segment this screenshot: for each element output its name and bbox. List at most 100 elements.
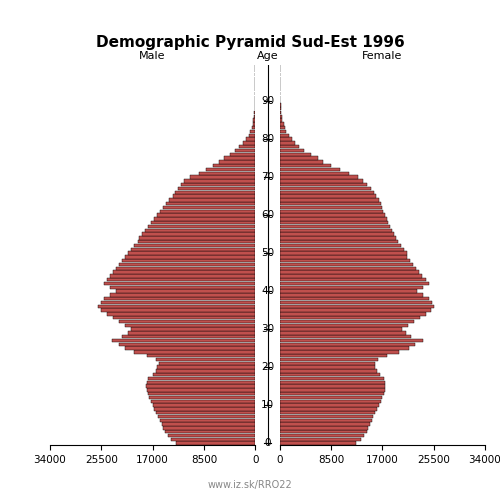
Bar <box>280 358 378 361</box>
Bar <box>280 236 396 240</box>
Bar <box>206 168 255 171</box>
Bar <box>240 145 255 148</box>
Bar <box>114 270 255 274</box>
Bar <box>280 308 432 312</box>
Bar <box>156 369 255 372</box>
Bar <box>280 339 423 342</box>
Bar <box>280 176 358 179</box>
Text: 30: 30 <box>261 324 274 334</box>
Bar <box>120 342 255 346</box>
Bar <box>102 301 255 304</box>
Text: www.iz.sk/RRO22: www.iz.sk/RRO22 <box>208 480 292 490</box>
Bar <box>116 266 255 270</box>
Bar <box>134 244 255 247</box>
Bar <box>280 366 375 369</box>
Bar <box>280 221 388 224</box>
Bar <box>280 252 406 255</box>
Bar <box>280 210 383 213</box>
Bar <box>110 286 255 289</box>
Bar <box>230 152 255 156</box>
Bar <box>280 297 429 300</box>
Bar <box>236 149 255 152</box>
Bar <box>158 214 255 217</box>
Bar <box>280 274 422 278</box>
Bar <box>280 198 379 202</box>
Bar <box>166 202 255 205</box>
Bar <box>138 240 255 244</box>
Bar <box>170 438 255 441</box>
Bar <box>280 134 289 137</box>
Bar <box>280 126 285 130</box>
Bar <box>184 179 255 182</box>
Bar <box>280 400 380 403</box>
Bar <box>254 107 255 110</box>
Bar <box>280 301 432 304</box>
Bar <box>280 194 376 198</box>
Bar <box>280 335 411 338</box>
Bar <box>122 335 255 338</box>
Bar <box>280 362 374 365</box>
Bar <box>280 324 408 327</box>
Bar <box>164 206 255 209</box>
Bar <box>280 118 282 122</box>
Bar <box>162 422 255 426</box>
Bar <box>280 263 412 266</box>
Bar <box>154 407 255 410</box>
Bar <box>280 316 420 320</box>
Bar <box>114 316 255 320</box>
Bar <box>280 149 304 152</box>
Bar <box>280 293 424 296</box>
Bar <box>280 438 360 441</box>
Bar <box>280 179 363 182</box>
Bar <box>254 111 255 114</box>
Bar <box>108 278 255 281</box>
Bar <box>102 308 255 312</box>
Bar <box>156 411 255 414</box>
Bar <box>280 240 398 244</box>
Bar <box>104 282 255 285</box>
Bar <box>280 380 385 384</box>
Bar <box>152 221 255 224</box>
Bar <box>280 145 299 148</box>
Bar <box>280 190 374 194</box>
Text: 60: 60 <box>261 210 274 220</box>
Bar <box>280 434 363 437</box>
Bar <box>156 358 255 361</box>
Bar <box>178 187 255 190</box>
Bar <box>280 248 404 251</box>
Bar <box>280 346 409 350</box>
Bar <box>280 270 418 274</box>
Bar <box>158 415 255 418</box>
Bar <box>152 373 255 376</box>
Text: 40: 40 <box>261 286 274 296</box>
Text: Female: Female <box>362 51 403 61</box>
Text: 10: 10 <box>261 400 274 410</box>
Text: Demographic Pyramid Sud-Est 1996: Demographic Pyramid Sud-Est 1996 <box>96 35 405 50</box>
Bar <box>160 418 255 422</box>
Bar <box>280 232 394 236</box>
Bar <box>254 114 255 118</box>
Bar <box>280 206 382 209</box>
Bar <box>280 392 384 396</box>
Bar <box>149 396 255 399</box>
Bar <box>190 176 255 179</box>
Bar <box>280 426 368 430</box>
Bar <box>280 122 283 126</box>
Bar <box>252 126 255 130</box>
Bar <box>280 282 429 285</box>
Bar <box>280 152 310 156</box>
Bar <box>280 430 366 434</box>
Bar <box>128 331 255 334</box>
Bar <box>280 244 401 247</box>
Bar <box>280 202 380 205</box>
Bar <box>126 346 255 350</box>
Bar <box>280 286 423 289</box>
Bar <box>120 263 255 266</box>
Bar <box>146 228 255 232</box>
Bar <box>158 362 255 365</box>
Bar <box>280 342 415 346</box>
Bar <box>280 228 392 232</box>
Bar <box>280 411 375 414</box>
Bar <box>148 392 255 396</box>
Bar <box>280 164 331 168</box>
